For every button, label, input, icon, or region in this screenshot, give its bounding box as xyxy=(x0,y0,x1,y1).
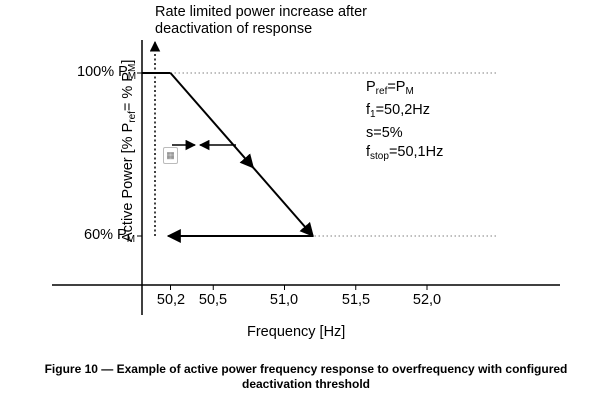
x-tick-label: 50,5 xyxy=(198,292,228,308)
y-axis-title: Active Power [% Pref= % PM] xyxy=(120,59,138,242)
x-tick-label: 51,0 xyxy=(269,292,299,308)
droop-arrow-mid xyxy=(239,153,255,169)
param-fstop: fstop=50,1Hz xyxy=(366,144,444,162)
parameter-legend: Pref=PM f1=50,2Hz s=5% fstop=50,1Hz xyxy=(366,78,443,166)
x-tick-label: 50,2 xyxy=(156,292,186,308)
comment-marker-icon[interactable]: ▦ xyxy=(163,147,178,164)
chart-title: Rate limited power increase after deacti… xyxy=(155,4,367,37)
y-label-60: 60% PM xyxy=(84,227,136,245)
x-axis-title: Frequency [Hz] xyxy=(247,324,346,340)
x-tick-label: 52,0 xyxy=(412,292,442,308)
y-label-100: 100% PM xyxy=(77,64,137,82)
x-tick-label: 51,5 xyxy=(341,292,371,308)
param-pref: Pref=PM xyxy=(366,79,414,97)
param-f1: f1=50,2Hz xyxy=(366,102,431,120)
figure-caption: Figure 10 — Example of active power freq… xyxy=(44,362,568,391)
param-s: s=5% xyxy=(366,125,403,141)
series-line-droop xyxy=(169,72,314,238)
